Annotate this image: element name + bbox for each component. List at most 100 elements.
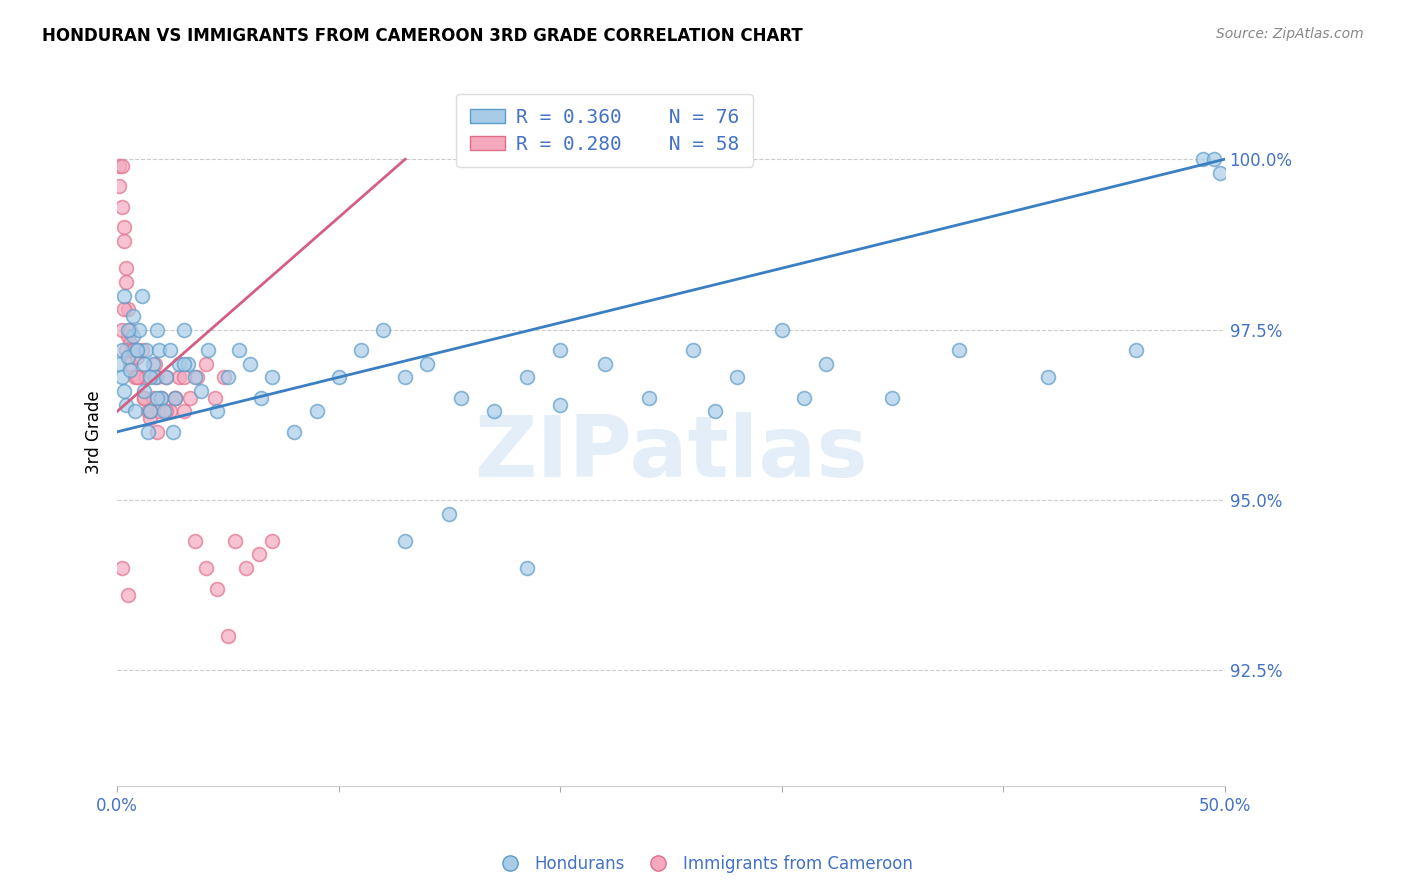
Point bbox=[143, 370, 166, 384]
Point bbox=[120, 363, 142, 377]
Text: HONDURAN VS IMMIGRANTS FROM CAMEROON 3RD GRADE CORRELATION CHART: HONDURAN VS IMMIGRANTS FROM CAMEROON 3RD… bbox=[42, 27, 803, 45]
Point bbox=[482, 404, 505, 418]
Point bbox=[224, 533, 246, 548]
Point bbox=[1209, 166, 1232, 180]
Point bbox=[131, 343, 153, 357]
Point bbox=[173, 357, 195, 371]
Point bbox=[139, 404, 162, 418]
Point bbox=[146, 322, 169, 336]
Point bbox=[394, 533, 416, 548]
Point bbox=[167, 357, 190, 371]
Point bbox=[142, 391, 165, 405]
Point bbox=[394, 370, 416, 384]
Point bbox=[139, 411, 162, 425]
Point bbox=[111, 370, 134, 384]
Point bbox=[1125, 343, 1147, 357]
Point bbox=[516, 370, 538, 384]
Point bbox=[239, 357, 262, 371]
Point bbox=[135, 370, 157, 384]
Point bbox=[108, 357, 131, 371]
Point bbox=[152, 404, 174, 418]
Point bbox=[682, 343, 704, 357]
Point bbox=[120, 357, 142, 371]
Point bbox=[136, 425, 159, 439]
Point bbox=[124, 370, 146, 384]
Point bbox=[108, 159, 131, 173]
Point bbox=[814, 357, 837, 371]
Point bbox=[439, 507, 461, 521]
Point bbox=[1036, 370, 1059, 384]
Point bbox=[143, 357, 166, 371]
Point bbox=[190, 384, 212, 398]
Point bbox=[548, 398, 571, 412]
Point bbox=[228, 343, 250, 357]
Point bbox=[150, 391, 173, 405]
Point bbox=[262, 533, 284, 548]
Point bbox=[194, 561, 217, 575]
Point bbox=[183, 370, 205, 384]
Point bbox=[127, 350, 149, 364]
Point bbox=[179, 391, 201, 405]
Point bbox=[186, 370, 208, 384]
Point bbox=[548, 343, 571, 357]
Point bbox=[117, 588, 139, 602]
Point bbox=[131, 288, 153, 302]
Point bbox=[328, 370, 350, 384]
Point bbox=[882, 391, 904, 405]
Point bbox=[132, 384, 155, 398]
Point bbox=[371, 322, 394, 336]
Point bbox=[115, 398, 138, 412]
Point bbox=[120, 336, 142, 351]
Point bbox=[194, 357, 217, 371]
Point bbox=[111, 200, 134, 214]
Point bbox=[235, 561, 257, 575]
Point bbox=[173, 322, 195, 336]
Point bbox=[247, 548, 270, 562]
Point bbox=[127, 370, 149, 384]
Point bbox=[108, 179, 131, 194]
Point bbox=[111, 561, 134, 575]
Point bbox=[117, 322, 139, 336]
Point bbox=[132, 391, 155, 405]
Point bbox=[212, 370, 235, 384]
Point bbox=[146, 425, 169, 439]
Point bbox=[120, 322, 142, 336]
Point bbox=[121, 329, 143, 343]
Point bbox=[111, 343, 134, 357]
Point bbox=[450, 391, 472, 405]
Point bbox=[111, 322, 134, 336]
Point bbox=[283, 425, 305, 439]
Point bbox=[1202, 152, 1225, 166]
Legend: Hondurans, Immigrants from Cameroon: Hondurans, Immigrants from Cameroon bbox=[486, 848, 920, 880]
Point bbox=[725, 370, 748, 384]
Point bbox=[135, 343, 157, 357]
Point bbox=[163, 391, 186, 405]
Point bbox=[115, 261, 138, 276]
Point bbox=[205, 582, 228, 596]
Point bbox=[112, 384, 135, 398]
Point bbox=[250, 391, 273, 405]
Point bbox=[793, 391, 815, 405]
Point bbox=[121, 309, 143, 323]
Point bbox=[637, 391, 659, 405]
Point bbox=[146, 391, 169, 405]
Point bbox=[121, 343, 143, 357]
Point bbox=[593, 357, 616, 371]
Y-axis label: 3rd Grade: 3rd Grade bbox=[86, 390, 103, 474]
Point bbox=[163, 391, 186, 405]
Point bbox=[305, 404, 328, 418]
Point bbox=[112, 234, 135, 248]
Point bbox=[770, 322, 793, 336]
Point bbox=[205, 404, 228, 418]
Point bbox=[127, 343, 149, 357]
Point bbox=[128, 322, 150, 336]
Point bbox=[159, 404, 181, 418]
Point bbox=[155, 370, 177, 384]
Point bbox=[173, 370, 195, 384]
Point bbox=[132, 391, 155, 405]
Point bbox=[217, 370, 239, 384]
Point bbox=[173, 404, 195, 418]
Point bbox=[197, 343, 219, 357]
Point bbox=[204, 391, 226, 405]
Point bbox=[128, 370, 150, 384]
